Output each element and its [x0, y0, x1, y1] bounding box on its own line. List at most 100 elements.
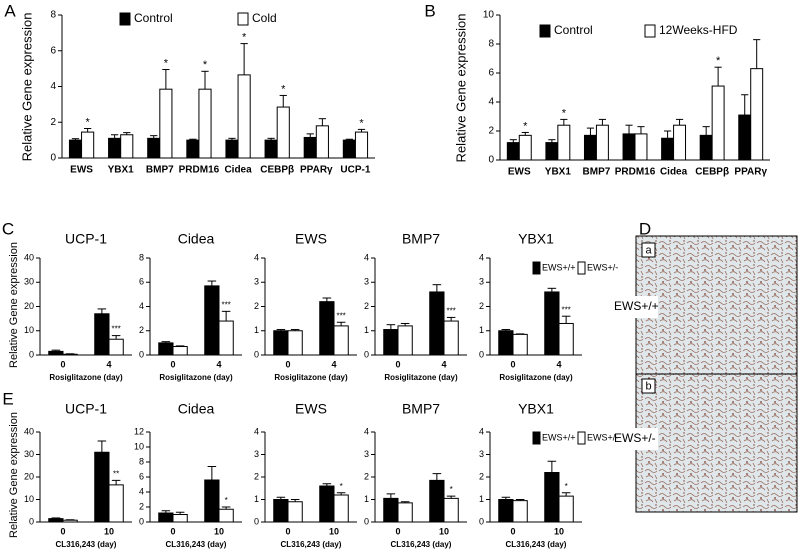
bar	[634, 133, 648, 161]
y-axis-label: Relative Gene expression	[8, 412, 20, 538]
y-tick-label: 0	[50, 153, 56, 164]
y-tick-label: 3	[364, 277, 369, 287]
y-tick-label: 10	[24, 494, 34, 504]
bar	[333, 494, 349, 523]
bar	[273, 330, 289, 356]
y-tick-label: 4	[364, 252, 369, 262]
y-tick-label: 3	[364, 449, 369, 459]
y-tick-label: 0	[488, 155, 494, 166]
bar	[120, 134, 134, 159]
legend-swatch	[237, 12, 249, 26]
y-tick-label: 3	[479, 449, 484, 459]
bar	[198, 88, 212, 159]
significance-label: *	[359, 117, 364, 129]
y-tick-label: 10	[483, 10, 495, 21]
x-tick-label: BMP7	[146, 165, 174, 176]
bar	[750, 68, 764, 161]
chart-title: EWS	[295, 401, 327, 417]
y-tick-label: 4	[479, 426, 484, 436]
x-axis-label: CL316,243 (day)	[281, 540, 342, 549]
bar	[158, 342, 174, 356]
significance-label: *	[225, 496, 228, 505]
image-label-box	[641, 378, 656, 394]
y-tick-label: 1	[254, 494, 259, 504]
y-tick-label: 2	[479, 471, 484, 481]
legend-label: Cold	[252, 11, 277, 25]
y-tick-label: 20	[24, 301, 34, 311]
chart-title: Cidea	[178, 401, 215, 417]
bar	[354, 131, 369, 159]
significance-label: ***	[336, 311, 345, 320]
chart-title: UCP-1	[65, 231, 107, 247]
bar	[342, 139, 356, 159]
x-axis-label: Rosiglitazone (day)	[499, 373, 573, 382]
image-panel: D a b EWS+/+ EWS+/-	[612, 219, 798, 513]
x-axis-label: CL316,243 (day)	[56, 540, 117, 549]
significance-label: *	[281, 83, 286, 95]
y-axis-label: Relative Gene expression	[453, 14, 468, 163]
bar	[81, 131, 95, 159]
bar	[583, 134, 597, 161]
bar	[158, 512, 174, 523]
bar	[273, 499, 289, 523]
legend-label: Control	[134, 11, 173, 25]
panel-letter: D	[639, 219, 651, 238]
x-tick-label: 10	[554, 526, 564, 536]
x-tick-label: 0	[510, 359, 515, 369]
y-tick-label: 1	[479, 494, 484, 504]
significance-label: *	[716, 55, 721, 67]
chart-title: UCP-1	[65, 401, 107, 417]
bar	[108, 137, 122, 159]
significance-label: *	[340, 482, 343, 491]
bar	[94, 451, 110, 523]
bar	[544, 472, 560, 523]
y-tick-label: 10	[134, 441, 144, 451]
significance-label: ***	[111, 325, 120, 334]
bar	[699, 134, 713, 161]
significance-label: *	[523, 120, 528, 132]
bar	[94, 313, 110, 356]
x-axis-label: Rosiglitazone (day)	[159, 373, 233, 382]
legend-label: EWS+/-	[587, 262, 618, 272]
bar	[738, 114, 752, 161]
y-tick-label: 8	[139, 456, 144, 466]
y-tick-label: 4	[139, 486, 144, 496]
y-tick-label: 4	[488, 97, 494, 108]
bar	[319, 485, 335, 523]
y-tick-label: 0	[254, 516, 259, 526]
x-tick-label: 4	[216, 359, 221, 369]
bar	[429, 479, 445, 523]
panel-letter: A	[4, 1, 16, 20]
x-tick-label: 0	[285, 359, 290, 369]
bar	[276, 106, 290, 159]
significance-label: *	[565, 482, 568, 491]
bar	[383, 329, 399, 356]
legend-swatch	[644, 24, 656, 38]
bar	[498, 330, 514, 356]
x-tick-label: BMP7	[583, 167, 611, 178]
x-tick-label: 0	[170, 359, 175, 369]
bar	[558, 495, 574, 523]
image-label: b	[645, 380, 651, 392]
legend-label: EWS+/+	[542, 262, 576, 272]
x-tick-label: 4	[556, 359, 561, 369]
y-tick-label: 8	[50, 10, 56, 21]
x-tick-label: 0	[510, 526, 515, 536]
y-tick-label: 2	[254, 301, 259, 311]
x-tick-label: 10	[329, 526, 339, 536]
bar	[518, 134, 532, 161]
legend-label: EWS+/-	[587, 432, 618, 442]
bar	[661, 137, 675, 161]
image-label-box	[641, 242, 656, 258]
bar	[443, 497, 459, 523]
significance-label: *	[450, 485, 453, 494]
bar	[397, 325, 413, 356]
y-axis-label: Relative Gene expression	[8, 242, 20, 368]
y-tick-label: 1	[254, 325, 259, 335]
bar	[204, 285, 220, 356]
bar	[512, 500, 528, 523]
y-tick-label: 2	[139, 325, 144, 335]
x-tick-label: Cidea	[660, 167, 688, 178]
y-tick-label: 1	[364, 325, 369, 335]
y-tick-label: 10	[24, 325, 34, 335]
